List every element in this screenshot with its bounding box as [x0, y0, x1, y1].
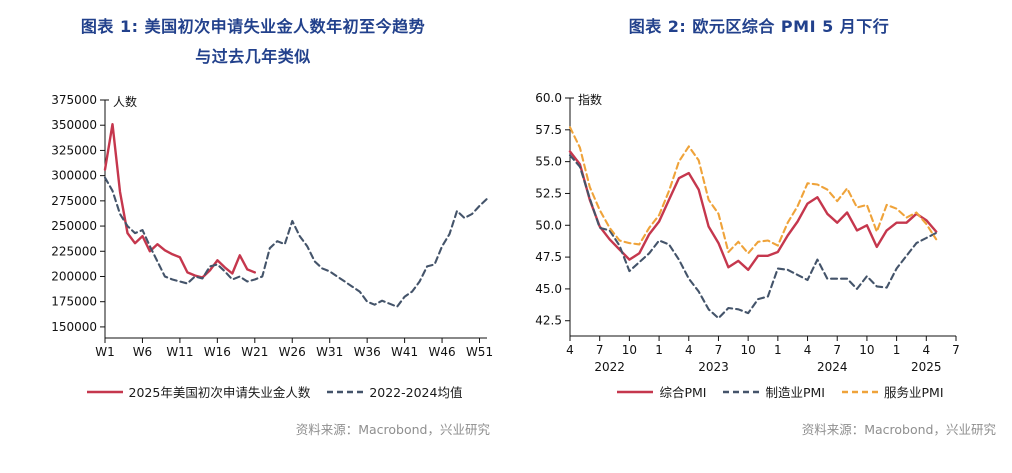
axis-label: 375000 [51, 93, 97, 107]
figure-1: 图表 1: 美国初次申请失业金人数年初至今趋势 与过去几年类似 150000 17… [0, 12, 506, 473]
axis-label: 4 [566, 343, 574, 357]
axis-label: 1 [655, 343, 663, 357]
axis-label: 55.0 [535, 155, 562, 169]
axis-label: 人数 [113, 94, 137, 109]
fig2-source: 资料来源：Macrobond，兴业研究 [801, 422, 996, 437]
legend-label: 综合PMI [659, 385, 707, 400]
axis-label: W21 [241, 345, 268, 359]
fig2-eurozone-pmi-line-chart: 42.5 45.0 47.5 50.0 52.5 55.0 57.5 60.0 4 7 10 1 4 7 1… [535, 91, 960, 374]
axis-label: W36 [354, 345, 381, 359]
axis-label: 200000 [51, 269, 97, 283]
axis-label: 325000 [51, 143, 97, 157]
axis-label: 10 [741, 343, 756, 357]
axis-label: 350000 [51, 118, 97, 132]
fig1-title-line2: 与过去几年类似 [195, 47, 311, 66]
legend-item: 综合PMI [616, 382, 706, 401]
axis-label: W11 [166, 345, 193, 359]
series-line-solid [568, 150, 938, 272]
axis-label: 50.0 [535, 218, 562, 232]
axis-label: W26 [279, 345, 306, 359]
axis-label: 300000 [51, 169, 97, 183]
axis-label: 42.5 [535, 314, 562, 328]
axis-label: W6 [133, 345, 153, 359]
axis-label: 175000 [51, 295, 97, 309]
axis-label: 2025 [911, 360, 942, 374]
axis-label: 7 [833, 343, 841, 357]
legend-dashed-line-icon [842, 390, 878, 393]
series-line-dashed [568, 154, 938, 320]
axis-label: 10 [859, 343, 874, 357]
axis-label: 1 [774, 343, 782, 357]
legend-solid-line-icon [617, 390, 654, 393]
axis-label: 1 [893, 343, 901, 357]
fig2-title-line2 [506, 42, 1012, 72]
axis-label: 52.5 [535, 186, 562, 200]
axis-label: 225000 [51, 244, 97, 258]
legend-dashed-line-icon [723, 390, 760, 393]
axis-label: 7 [596, 343, 604, 357]
fig1-title-line1: 图表 1: 美国初次申请失业金人数年初至今趋势 [80, 17, 426, 36]
axis-label: W51 [466, 345, 493, 359]
axis-label: W31 [316, 345, 343, 359]
axis-label: 4 [922, 343, 930, 357]
axis-label: W41 [391, 345, 418, 359]
axis-label: W1 [95, 345, 115, 359]
legend-label: 2022-2024均值 [369, 385, 463, 400]
axis-label: 2023 [698, 360, 729, 374]
axis-label: 275000 [51, 194, 97, 208]
series-line-dashed [568, 126, 938, 255]
axis-label: 7 [715, 343, 723, 357]
axis-label: W16 [204, 345, 231, 359]
axis-label: 指数 [578, 92, 602, 107]
axis-label: 4 [685, 343, 693, 357]
legend-label: 制造业PMI [765, 385, 825, 400]
axis-label: 60.0 [535, 91, 562, 105]
legend-item: 制造业PMI [722, 382, 825, 401]
axis-label: 45.0 [535, 282, 562, 296]
figure-2: 图表 2: 欧元区综合 PMI 5 月下行 42.5 45.0 47.5 50.0 52… [506, 12, 1012, 473]
legend-item: 2025年美国初次申请失业金人数 [86, 382, 311, 401]
legend-label: 服务业PMI [884, 385, 944, 400]
fig2-legend: 综合PMI 制造业PMI 服务业PMI [506, 382, 1012, 401]
fig2-title-line1: 图表 2: 欧元区综合 PMI 5 月下行 [628, 17, 890, 36]
axis-label: 7 [952, 343, 960, 357]
axis-label: 47.5 [535, 250, 562, 264]
axis-label: W46 [428, 345, 455, 359]
legend-item: 服务业PMI [841, 382, 944, 401]
fig1-legend: 2025年美国初次申请失业金人数 2022-2024均值 [0, 382, 506, 401]
axis-label: 10 [622, 343, 637, 357]
axis-label: 150000 [51, 320, 97, 334]
axis-label: 4 [804, 343, 812, 357]
fig1-source: 资料来源：Macrobond，兴业研究 [295, 422, 490, 437]
legend-item: 2022-2024均值 [326, 382, 462, 401]
fig1-jobless-claims-line-chart: 150000 175000 200000 225000 250000 275000 3000… [51, 93, 493, 359]
legend-dashed-line-icon [327, 390, 364, 393]
legend-label: 2025年美国初次申请失业金人数 [128, 385, 311, 400]
series-line-solid [103, 123, 257, 279]
series-line-dashed [103, 176, 489, 308]
axis-label: 2022 [594, 360, 625, 374]
legend-solid-line-icon [86, 390, 123, 393]
axis-label: 2024 [817, 360, 848, 374]
axis-label: 57.5 [535, 123, 562, 137]
axis-label: 250000 [51, 219, 97, 233]
